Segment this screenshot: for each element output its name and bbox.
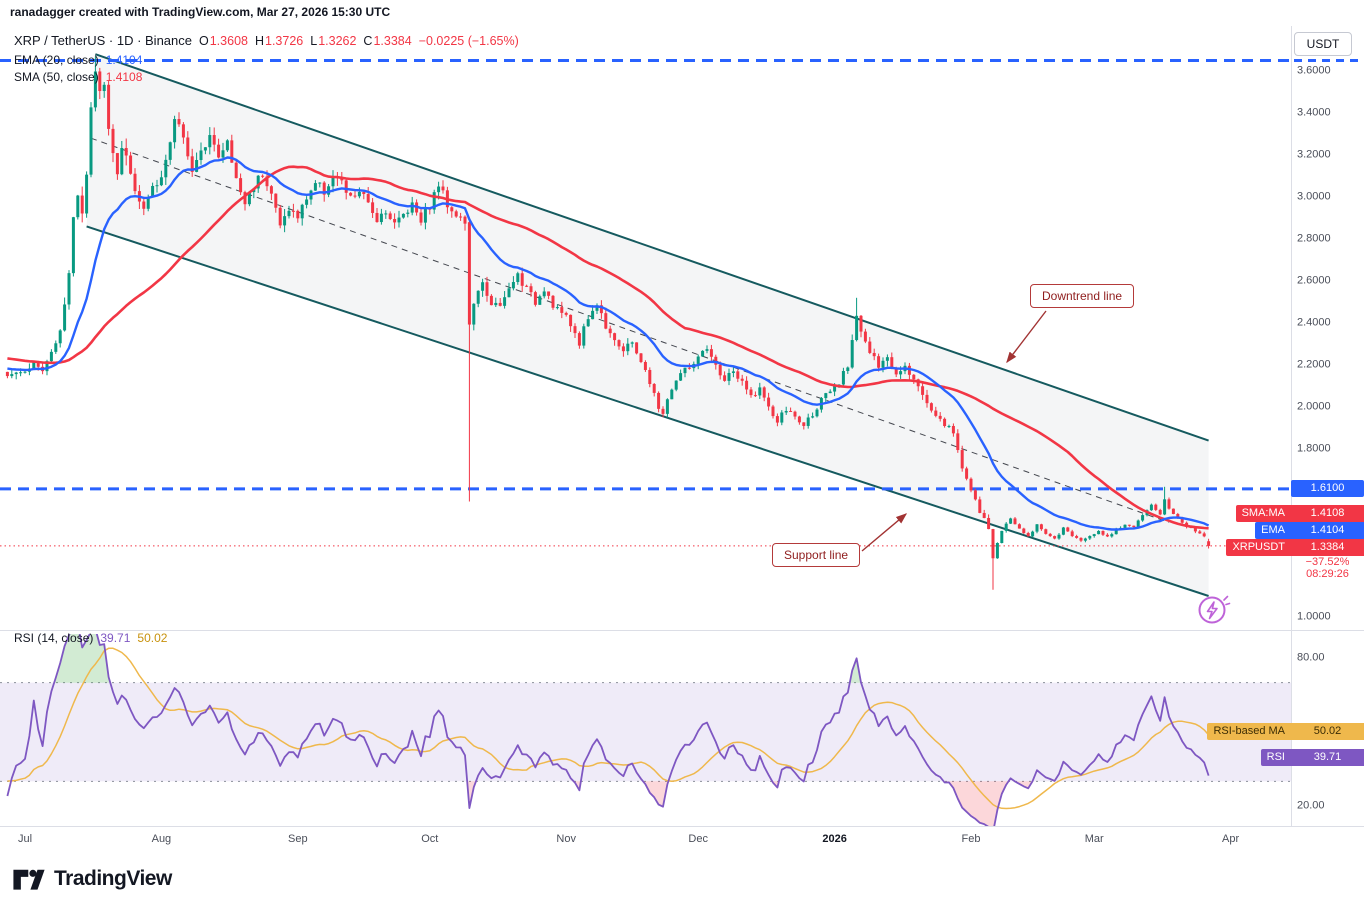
high-field: H1.3726 bbox=[255, 34, 303, 48]
time-tick-label: Jul bbox=[17, 833, 33, 845]
tradingview-wordmark: TradingView bbox=[54, 867, 172, 890]
symbol-badge-label: XRPUSDT bbox=[1226, 539, 1291, 556]
change-value: −0.0225 (−1.65%) bbox=[418, 34, 519, 48]
time-tick-label: Apr bbox=[1222, 833, 1240, 845]
open-field: O1.3608 bbox=[199, 34, 248, 48]
time-tick-label: Sep bbox=[288, 833, 308, 845]
currency-toggle[interactable]: USDT bbox=[1294, 32, 1352, 56]
price-tick-label: 2.8000 bbox=[1297, 232, 1331, 245]
ema-value: 1.4104 bbox=[105, 53, 143, 67]
time-tick-label: Nov bbox=[556, 833, 576, 845]
rsi-value: 39.71 bbox=[100, 631, 131, 645]
rsi-tick-label: 80.00 bbox=[1297, 651, 1325, 664]
time-tick-label: Mar bbox=[1084, 833, 1104, 845]
ema-legend-row[interactable]: EMA (20, close) 1.4104 bbox=[14, 53, 142, 67]
time-tick-label: 2026 bbox=[822, 833, 847, 845]
ema-badge-label: EMA bbox=[1255, 522, 1291, 539]
sma-price-badge: SMA:MA 1.4108 bbox=[1235, 505, 1364, 522]
high-label: H bbox=[254, 34, 264, 48]
rsi-label: RSI (14, close) bbox=[14, 631, 94, 645]
open-value: 1.3608 bbox=[209, 34, 248, 48]
sma-badge-label: SMA:MA bbox=[1235, 505, 1291, 522]
price-tick-label: 2.2000 bbox=[1297, 358, 1331, 371]
symbol-badge-value: 1.3384 bbox=[1291, 539, 1364, 556]
rsi-ma-value: 50.02 bbox=[137, 631, 168, 645]
sma-value: 1.4108 bbox=[105, 70, 143, 84]
close-value: 1.3384 bbox=[373, 34, 412, 48]
price-tick-label: 2.6000 bbox=[1297, 274, 1331, 287]
sma-badge-value: 1.4108 bbox=[1291, 505, 1364, 522]
bar-countdown: 08:29:26 bbox=[1306, 568, 1349, 580]
tradingview-logo-icon bbox=[13, 869, 45, 890]
rsi-ma-badge: RSI-based MA 50.02 bbox=[1207, 723, 1364, 740]
symbol-title: XRP / TetherUS · 1D · Binance bbox=[14, 33, 192, 48]
time-tick-label: Dec bbox=[688, 833, 708, 845]
ema-label: EMA (20, close) bbox=[14, 53, 99, 67]
downtrend-line-callout[interactable]: Downtrend line bbox=[1030, 284, 1135, 308]
open-label: O bbox=[199, 34, 209, 48]
low-value: 1.3262 bbox=[318, 34, 357, 48]
price-tick-label: 3.2000 bbox=[1297, 148, 1331, 161]
low-label: L bbox=[310, 34, 318, 48]
price-tick-label: 3.0000 bbox=[1297, 190, 1331, 203]
rsi-tick-label: 20.00 bbox=[1297, 799, 1325, 812]
rsi-ma-badge-value: 50.02 bbox=[1291, 723, 1364, 740]
price-tick-label: 1.8000 bbox=[1297, 442, 1331, 455]
rsi-badge-label: RSI bbox=[1260, 749, 1291, 766]
price-tick-label: 1.0000 bbox=[1297, 610, 1331, 623]
ema-price-badge: EMA 1.4104 bbox=[1255, 522, 1364, 539]
price-tick-label: 2.0000 bbox=[1297, 400, 1331, 413]
low-field: L1.3262 bbox=[310, 34, 356, 48]
price-tick-label: 3.6000 bbox=[1297, 64, 1331, 77]
chart-credit: ranadagger created with TradingView.com,… bbox=[10, 5, 391, 19]
rsi-badge-value: 39.71 bbox=[1291, 749, 1364, 766]
symbol-legend-row[interactable]: XRP / TetherUS · 1D · Binance O1.3608 H1… bbox=[14, 33, 519, 48]
time-tick-label: Oct bbox=[421, 833, 439, 845]
support-line-callout[interactable]: Support line bbox=[772, 543, 861, 567]
sma-legend-row[interactable]: SMA (50, close) 1.4108 bbox=[14, 70, 142, 84]
rsi-badge: RSI 39.71 bbox=[1260, 749, 1364, 766]
price-change-percent: −37.52% bbox=[1305, 556, 1350, 568]
rsi-legend-row[interactable]: RSI (14, close) 39.71 50.02 bbox=[14, 631, 167, 645]
tradingview-logo[interactable]: TradingView bbox=[12, 864, 172, 894]
price-tick-label: 3.4000 bbox=[1297, 106, 1331, 119]
close-field: C1.3384 bbox=[363, 34, 411, 48]
ema-badge-value: 1.4104 bbox=[1291, 522, 1364, 539]
time-tick-label: Aug bbox=[151, 833, 172, 845]
time-tick-label: Feb bbox=[961, 833, 981, 845]
support-level-badge: 1.6100 bbox=[1291, 480, 1364, 497]
high-value: 1.3726 bbox=[265, 34, 304, 48]
last-price-badge: XRPUSDT 1.3384 bbox=[1226, 539, 1364, 556]
rsi-ma-badge-label: RSI-based MA bbox=[1207, 723, 1291, 740]
boost-flash-icon[interactable] bbox=[1195, 592, 1231, 628]
sma-label: SMA (50, close) bbox=[14, 70, 99, 84]
close-label: C bbox=[363, 34, 373, 48]
price-tick-label: 2.4000 bbox=[1297, 316, 1331, 329]
